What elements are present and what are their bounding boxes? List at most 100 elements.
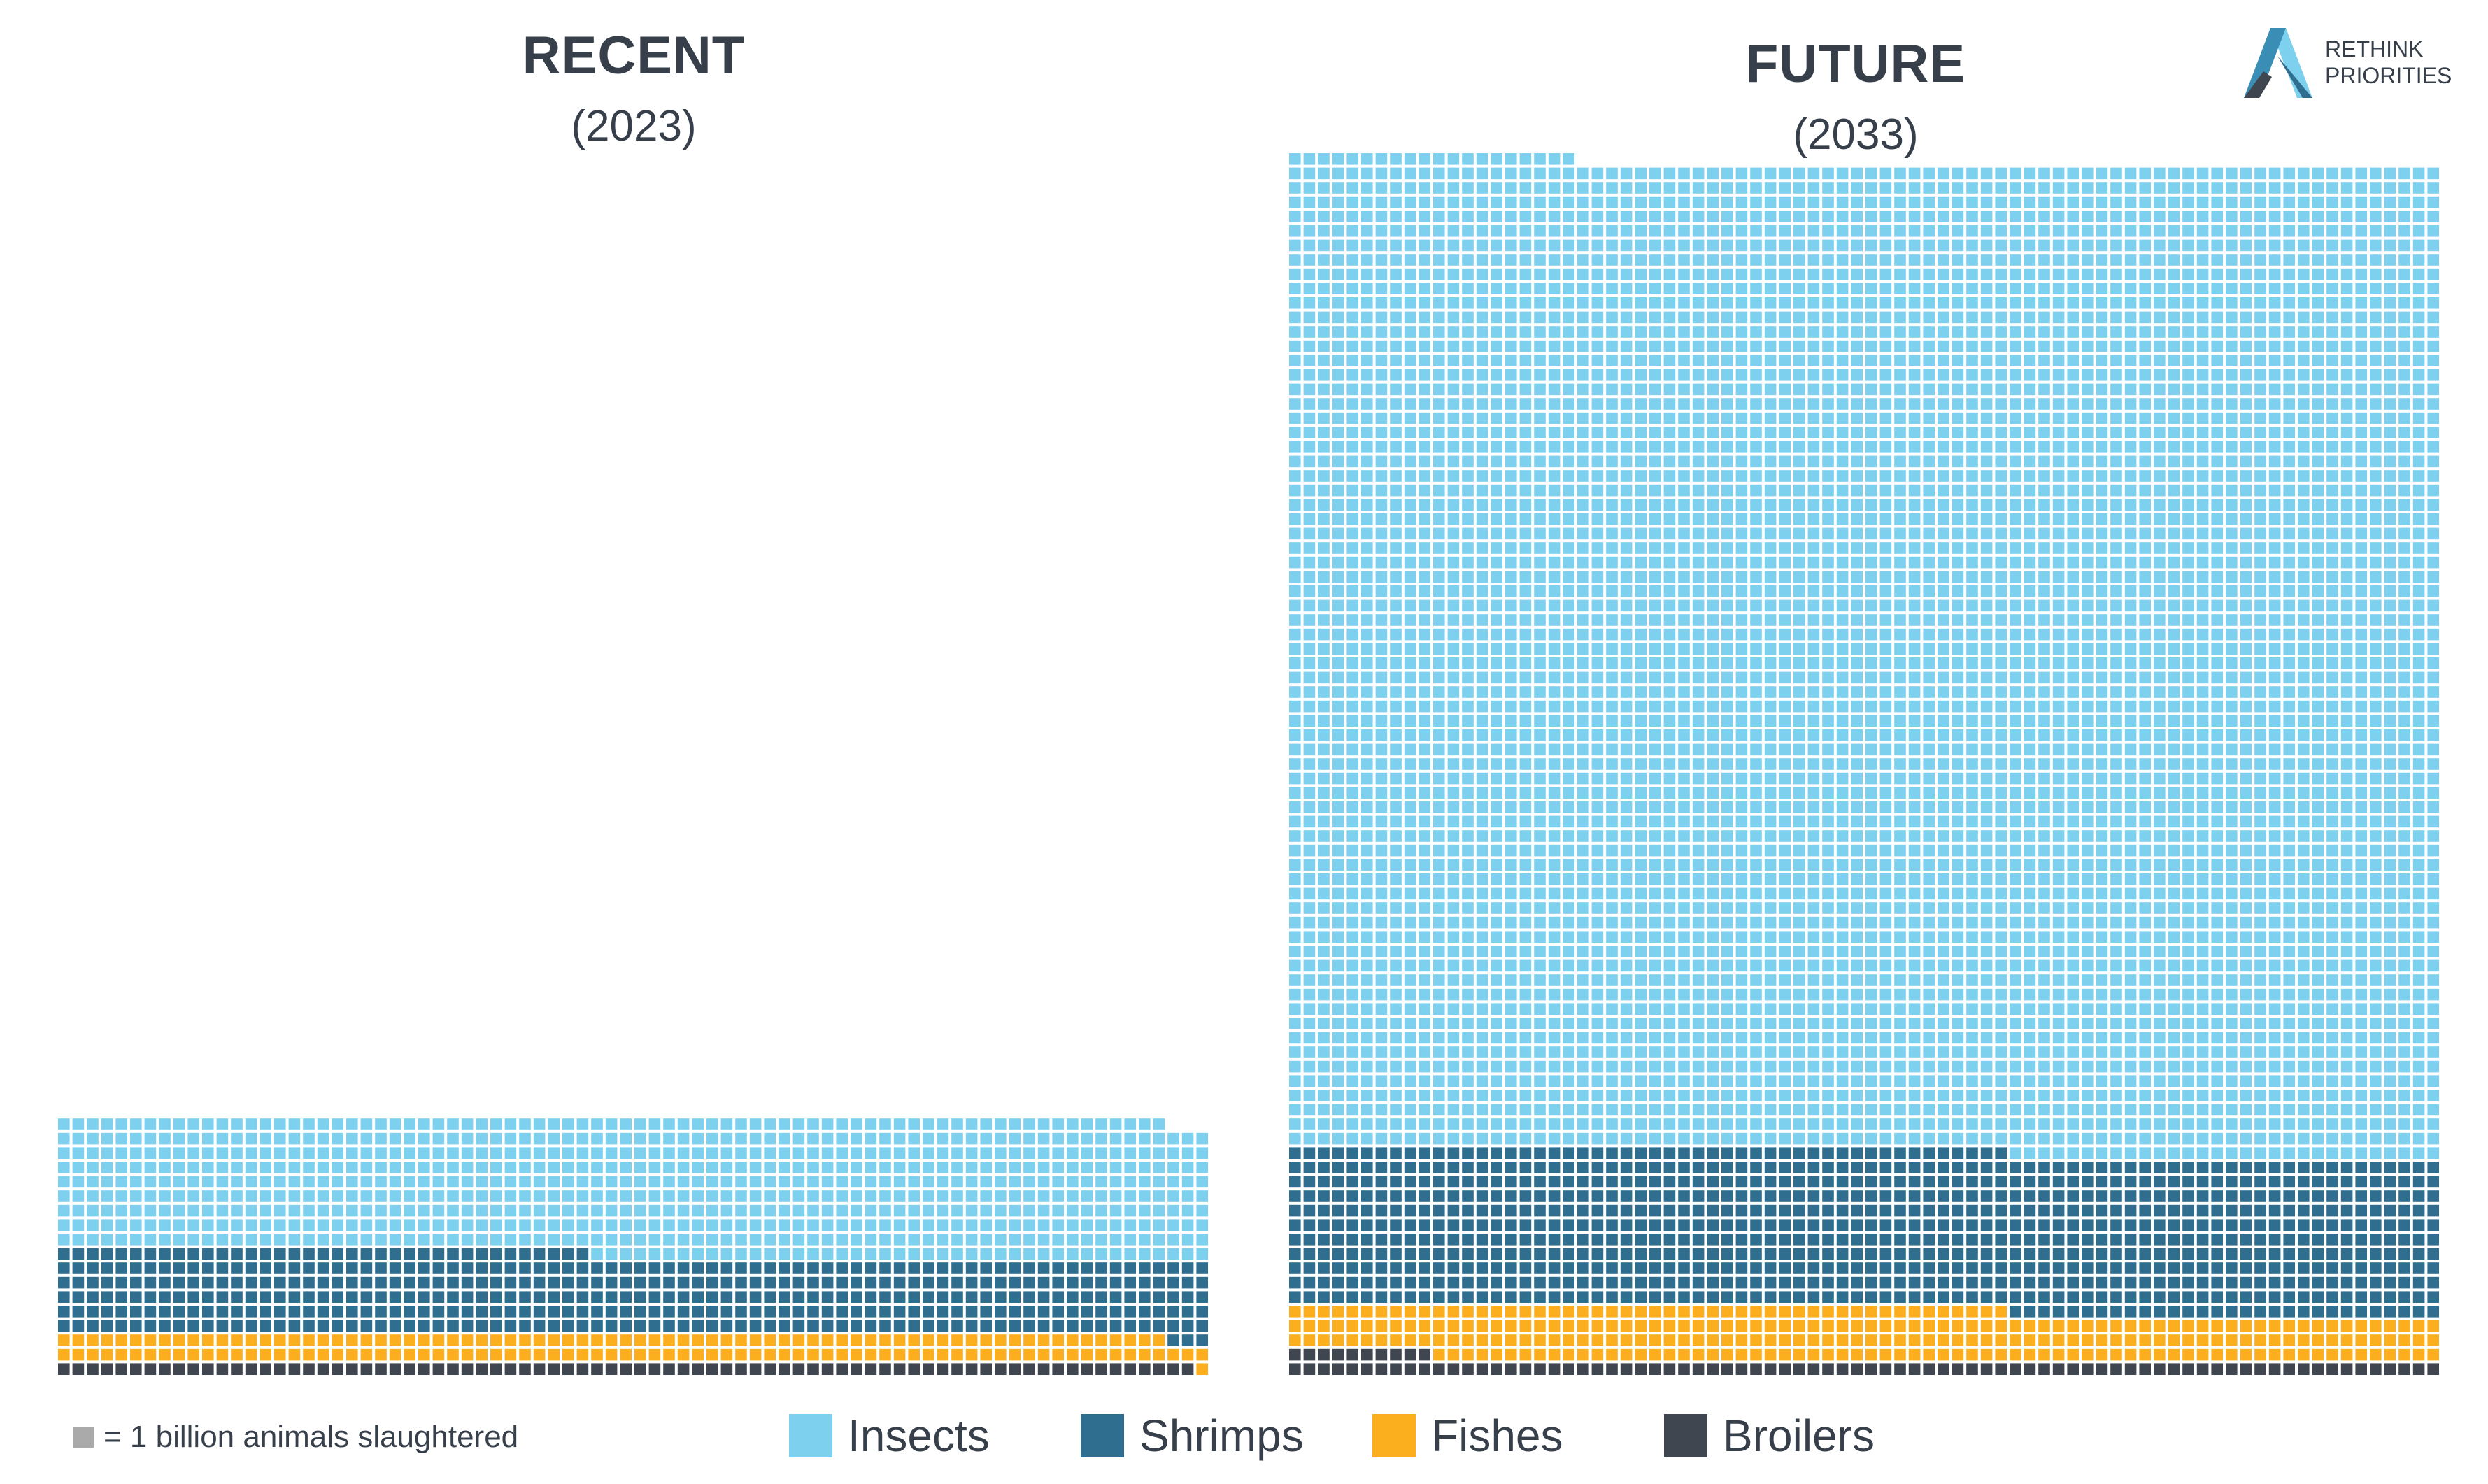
waffle-square-insects: [2096, 1032, 2108, 1044]
waffle-square-shrimps: [865, 1276, 877, 1289]
waffle-square-insects: [2211, 844, 2223, 857]
waffle-square-insects: [1649, 758, 1661, 770]
waffle-square-insects: [1735, 743, 1748, 756]
waffle-square-shrimps: [1663, 1176, 1676, 1188]
waffle-square-shrimps: [1938, 1162, 1949, 1173]
waffle-square-broilers: [706, 1363, 718, 1375]
waffle-square-insects: [1793, 974, 1805, 986]
waffle-square-shrimps: [1995, 1248, 2007, 1260]
waffle-square-insects: [692, 1248, 704, 1260]
waffle-square-fishes: [865, 1334, 877, 1346]
waffle-square-insects: [476, 1162, 488, 1173]
waffle-square-insects: [735, 1204, 747, 1217]
waffle-square-insects: [1563, 758, 1574, 770]
waffle-square-insects: [1952, 1060, 1964, 1073]
waffle-square-fishes: [1167, 1348, 1179, 1361]
waffle-square-insects: [1361, 902, 1373, 914]
waffle-square-insects: [1663, 959, 1676, 972]
waffle-square-insects: [2024, 1046, 2036, 1058]
waffle-square-shrimps: [2154, 1176, 2166, 1188]
waffle-square-insects: [1139, 1176, 1151, 1188]
waffle-square-shrimps: [1476, 1262, 1488, 1274]
waffle-square-shrimps: [1052, 1291, 1064, 1303]
waffle-square-insects: [1865, 1032, 1877, 1044]
waffle-square-shrimps: [1139, 1320, 1151, 1332]
waffle-square-insects: [2240, 959, 2252, 972]
waffle-square-insects: [1491, 1118, 1502, 1130]
waffle-square-shrimps: [1865, 1248, 1877, 1260]
waffle-square-insects: [1289, 1075, 1301, 1087]
waffle-square-insects: [1318, 1090, 1330, 1101]
waffle-square-insects: [144, 1204, 157, 1217]
waffle-square-insects: [1476, 1003, 1488, 1015]
waffle-square-insects: [2096, 743, 2108, 756]
waffle-square-insects: [1548, 859, 1561, 871]
waffle-square-insects: [1390, 1032, 1402, 1044]
waffle-square-shrimps: [2096, 1204, 2108, 1217]
waffle-square-insects: [1433, 916, 1445, 929]
waffle-square-insects: [1980, 873, 1993, 885]
waffle-square-insects: [2355, 844, 2367, 857]
waffle-square-insects: [1865, 946, 1877, 957]
waffle-square-shrimps: [1534, 1147, 1546, 1159]
waffle-square-shrimps: [2370, 1262, 2382, 1274]
waffle-square-shrimps: [1346, 1190, 1358, 1202]
waffle-square-insects: [2312, 988, 2324, 1001]
waffle-square-broilers: [1390, 1348, 1402, 1361]
waffle-square-shrimps: [1836, 1234, 1849, 1246]
waffle-square-insects: [1505, 859, 1517, 871]
waffle-square-insects: [706, 1248, 718, 1260]
waffle-square-insects: [2067, 815, 2079, 828]
waffle-square-insects: [2398, 1118, 2410, 1130]
waffle-square-insects: [1807, 974, 1820, 986]
waffle-square-insects: [533, 1132, 546, 1145]
waffle-square-insects: [1318, 1104, 1330, 1116]
waffle-square-insects: [1534, 1132, 1546, 1145]
waffle-square-insects: [1462, 887, 1474, 900]
waffle-square-broilers: [562, 1363, 574, 1375]
waffle-square-insects: [115, 1176, 127, 1188]
waffle-square-insects: [2110, 1018, 2122, 1029]
waffle-square-insects: [1966, 931, 1978, 943]
waffle-square-shrimps: [2226, 1190, 2238, 1202]
waffle-square-insects: [2427, 1018, 2439, 1029]
waffle-square-insects: [851, 1219, 862, 1231]
waffle-square-shrimps: [519, 1248, 531, 1260]
waffle-square-insects: [1865, 787, 1877, 799]
waffle-square-shrimps: [764, 1276, 776, 1289]
waffle-square-insects: [274, 1219, 286, 1231]
waffle-square-insects: [1692, 801, 1705, 813]
waffle-square-insects: [1447, 815, 1460, 828]
waffle-square-shrimps: [1938, 1234, 1949, 1246]
waffle-square-insects: [2010, 873, 2021, 885]
waffle-square-insects: [1807, 1118, 1820, 1130]
waffle-square-insects: [2312, 844, 2324, 857]
waffle-square-shrimps: [576, 1291, 589, 1303]
waffle-square-insects: [2052, 758, 2065, 770]
waffle-square-insects: [1764, 1075, 1777, 1087]
waffle-square-shrimps: [1779, 1248, 1791, 1260]
waffle-square-shrimps: [1678, 1162, 1690, 1173]
waffle-square-insects: [1938, 815, 1949, 828]
waffle-square-broilers: [2096, 1363, 2108, 1375]
waffle-square-insects: [1577, 1060, 1589, 1073]
waffle-square-shrimps: [2355, 1176, 2367, 1188]
waffle-square-fishes: [1009, 1348, 1021, 1361]
waffle-square-insects: [2298, 859, 2310, 871]
waffle-square-shrimps: [2010, 1234, 2021, 1246]
waffle-square-insects: [1067, 1234, 1079, 1246]
waffle-square-insects: [576, 1132, 589, 1145]
waffle-square-shrimps: [2398, 1276, 2410, 1289]
waffle-square-insects: [2182, 1147, 2194, 1159]
waffle-square-shrimps: [2096, 1276, 2108, 1289]
waffle-square-shrimps: [2226, 1234, 2238, 1246]
waffle-square-insects: [1534, 887, 1546, 900]
waffle-square-insects: [1577, 902, 1589, 914]
waffle-square-fishes: [2196, 1334, 2209, 1346]
waffle-square-fishes: [1750, 1320, 1762, 1332]
waffle-square-fishes: [1303, 1334, 1316, 1346]
waffle-square-shrimps: [2211, 1262, 2223, 1274]
waffle-square-insects: [1419, 988, 1430, 1001]
waffle-square-insects: [1923, 902, 1935, 914]
waffle-square-insects: [1879, 1104, 1892, 1116]
